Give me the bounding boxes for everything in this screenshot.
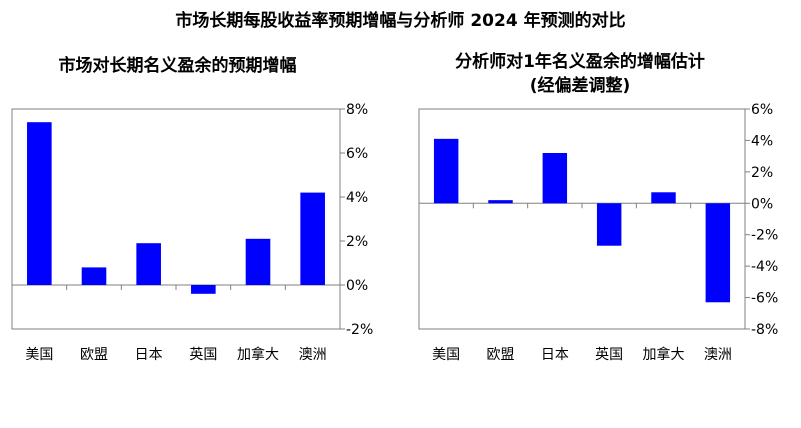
- left-bar-5: [245, 238, 271, 285]
- left-plot-frame: [11, 108, 341, 330]
- right-bar-5: [651, 192, 676, 204]
- left-bar-1: [27, 122, 52, 285]
- left-chart-title: 市场对长期名义盈余的预期增幅: [58, 56, 297, 76]
- left-bar-2: [81, 267, 107, 285]
- right-y-tick-label: 0%: [751, 196, 773, 212]
- right-y-tick-label: 4%: [751, 133, 773, 149]
- left-y-tick-label: -2%: [346, 322, 373, 338]
- right-bar-1: [433, 138, 459, 204]
- left-y-tick-label: 4%: [346, 190, 368, 206]
- right-bar-3: [542, 153, 568, 204]
- left-category-label: 美国: [25, 347, 53, 363]
- right-category-label: 美国: [432, 347, 460, 363]
- left-bar-6: [300, 192, 325, 285]
- right-plot-frame: [418, 108, 746, 330]
- left-y-tick-label: 8%: [346, 102, 368, 118]
- right-bar-6: [705, 203, 731, 303]
- right-y-tick-label: -6%: [751, 291, 778, 307]
- left-category-label: 英国: [189, 346, 217, 363]
- left-category-label: 日本: [135, 347, 163, 363]
- right-chart-title: 分析师对1年名义盈余的增幅估计 (经偏差调整): [410, 50, 750, 98]
- left-category-label: 澳洲: [299, 347, 327, 363]
- right-bar-2: [488, 200, 513, 204]
- left-y-tick-label: 0%: [346, 278, 368, 294]
- left-bar-3: [136, 243, 161, 285]
- right-category-label: 英国: [595, 346, 623, 363]
- right-category-label: 加拿大: [643, 346, 685, 363]
- left-category-label: 加拿大: [237, 346, 279, 363]
- right-y-tick-label: 2%: [751, 165, 773, 181]
- left-y-tick-label: 6%: [346, 146, 368, 162]
- right-y-tick-label: -2%: [751, 228, 778, 244]
- right-y-tick-label: -8%: [751, 322, 778, 338]
- main-title: 市场长期每股收益率预期增幅与分析师 2024 年预测的对比: [175, 11, 626, 31]
- left-category-label: 欧盟: [80, 347, 108, 363]
- right-category-label: 澳洲: [704, 347, 732, 363]
- right-bar-4: [596, 203, 622, 246]
- right-y-tick-label: 6%: [751, 102, 773, 118]
- right-chart-subtitle: (经偏差调整): [529, 76, 631, 96]
- right-chart-title-line1: 分析师对1年名义盈余的增幅估计: [455, 52, 705, 72]
- right-y-tick-label: -4%: [751, 259, 778, 275]
- right-category-label: 欧盟: [487, 347, 515, 363]
- left-y-tick-label: 2%: [346, 234, 368, 250]
- left-bar-4: [191, 285, 216, 294]
- right-category-label: 日本: [541, 347, 569, 363]
